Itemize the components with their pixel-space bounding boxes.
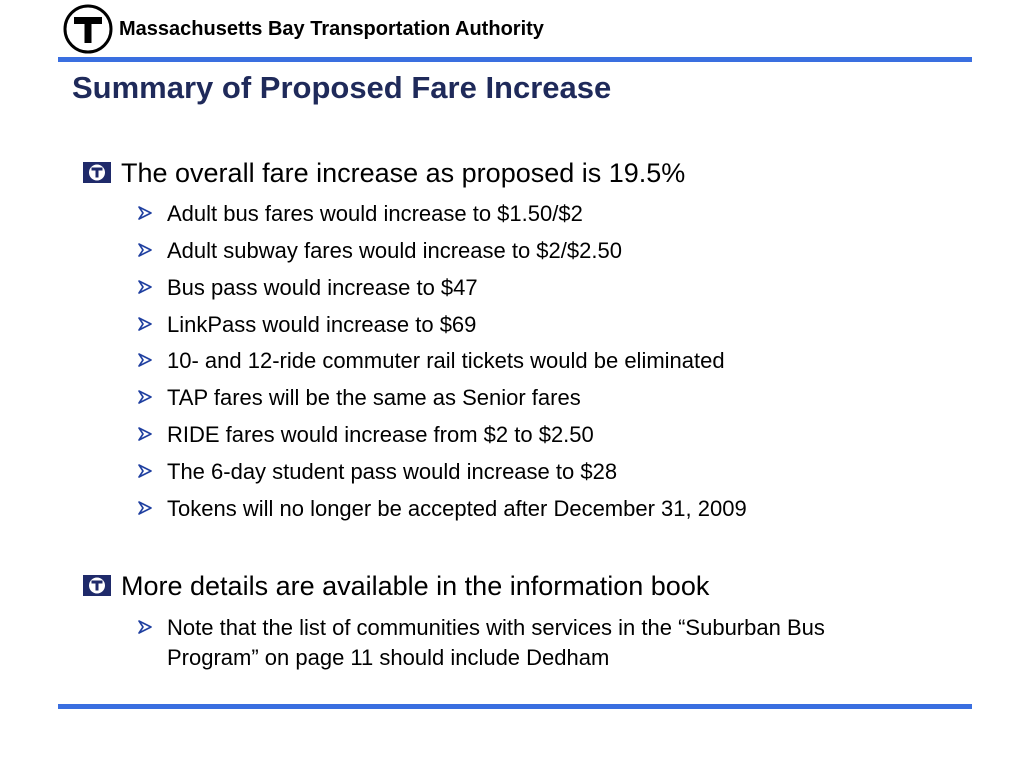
header-rule [58, 57, 972, 62]
arrow-bullet-icon [138, 353, 152, 367]
arrow-bullet-icon [138, 464, 152, 478]
arrow-bullet-icon [138, 620, 152, 634]
list-item-text: TAP fares will be the same as Senior far… [167, 385, 581, 410]
arrow-bullet-icon [138, 206, 152, 220]
list-item-text: Bus pass would increase to $47 [167, 275, 478, 300]
t-bullet-icon [83, 162, 111, 183]
list-item-text: The 6-day student pass would increase to… [167, 459, 618, 484]
arrow-bullet-icon [138, 501, 152, 515]
t-bullet-icon [83, 575, 111, 596]
organization-name: Massachusetts Bay Transportation Authori… [119, 18, 544, 40]
arrow-bullet-icon [138, 427, 152, 441]
page-title: Summary of Proposed Fare Increase [72, 70, 612, 105]
section-heading-text: More details are available in the inform… [121, 571, 710, 601]
list-item-text: Adult bus fares would increase to $1.50/… [167, 201, 583, 226]
list-item-text: 10- and 12-ride commuter rail tickets wo… [167, 348, 725, 373]
section-heading-text: The overall fare increase as proposed is… [121, 158, 686, 188]
arrow-bullet-icon [138, 243, 152, 257]
list-item-text: Adult subway fares would increase to $2/… [167, 238, 622, 263]
list-item-text: LinkPass would increase to $69 [167, 312, 477, 337]
arrow-bullet-icon [138, 280, 152, 294]
footer-rule [58, 704, 972, 709]
arrow-bullet-icon [138, 390, 152, 404]
list-item-text: Note that the list of communities with s… [167, 615, 825, 670]
list-item-text: Tokens will no longer be accepted after … [167, 496, 747, 521]
mbta-t-logo-icon [63, 4, 113, 54]
list-item-text: RIDE fares would increase from $2 to $2.… [167, 422, 594, 447]
arrow-bullet-icon [138, 317, 152, 331]
